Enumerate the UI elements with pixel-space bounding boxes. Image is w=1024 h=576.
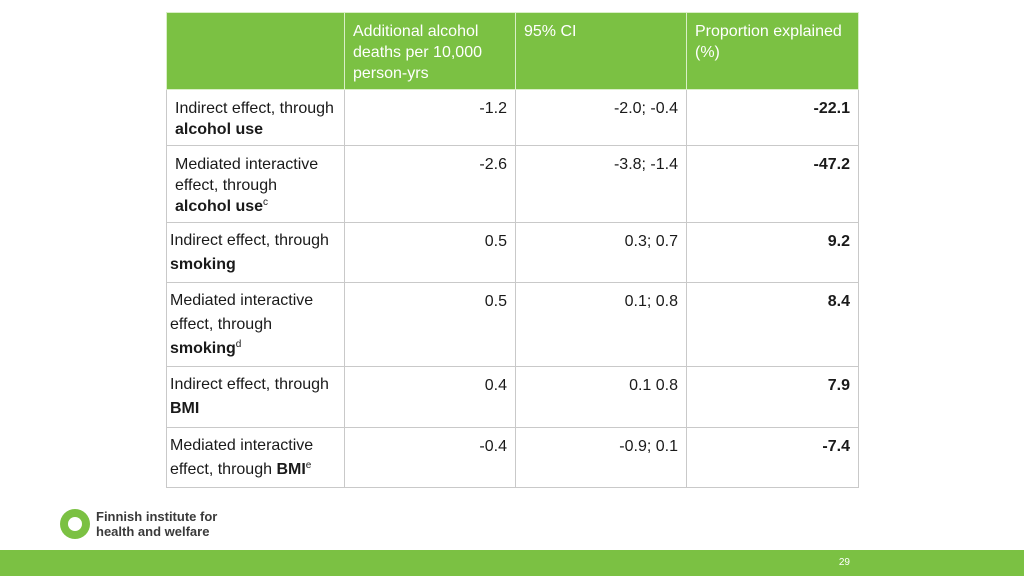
header-ci: 95% CI — [515, 12, 687, 90]
ci-cell: 0.1; 0.8 — [515, 282, 687, 367]
row-label: Indirect effect, through BMI — [166, 366, 345, 428]
estimate-cell: -1.2 — [344, 89, 516, 146]
table-row: Indirect effect, through smoking 0.5 0.3… — [166, 222, 859, 283]
row-label: Indirect effect, through smoking — [166, 222, 345, 283]
table-row: Mediated interactive effect, through alc… — [166, 145, 859, 223]
footer-bar: 29 — [0, 550, 1024, 576]
ci-cell: 0.1 0.8 — [515, 366, 687, 428]
logo-line-1: Finnish institute for — [96, 509, 218, 524]
estimate-cell: -2.6 — [344, 145, 516, 223]
row-label: Indirect effect, through alcohol use — [166, 89, 345, 146]
header-proportion: Proportion explained (%) — [686, 12, 859, 90]
proportion-cell: 8.4 — [686, 282, 859, 367]
proportion-cell: 7.9 — [686, 366, 859, 428]
proportion-cell: -7.4 — [686, 427, 859, 488]
ci-cell: 0.3; 0.7 — [515, 222, 687, 283]
table-row: Mediated interactive effect, through smo… — [166, 282, 859, 367]
estimate-cell: 0.5 — [344, 282, 516, 367]
table-row: Indirect effect, through alcohol use -1.… — [166, 89, 859, 146]
proportion-cell: 9.2 — [686, 222, 859, 283]
ci-cell: -2.0; -0.4 — [515, 89, 687, 146]
page-number: 29 — [838, 557, 850, 568]
flower-logo-icon — [60, 509, 90, 539]
table-row: Mediated interactive effect, through BMI… — [166, 427, 859, 488]
row-label: Mediated interactive effect, through BMI… — [166, 427, 345, 488]
ci-cell: -3.8; -1.4 — [515, 145, 687, 223]
logo-line-2: health and welfare — [96, 524, 210, 539]
table-row: Indirect effect, through BMI 0.4 0.1 0.8… — [166, 366, 859, 428]
logo-text: Finnish institute for health and welfare — [96, 509, 217, 539]
ci-cell: -0.9; 0.1 — [515, 427, 687, 488]
institute-logo: Finnish institute for health and welfare — [60, 509, 217, 539]
table-header-row: Additional alcohol deaths per 10,000 per… — [166, 12, 859, 90]
row-label: Mediated interactive effect, through smo… — [166, 282, 345, 367]
header-additional-deaths: Additional alcohol deaths per 10,000 per… — [344, 12, 516, 90]
row-label: Mediated interactive effect, through alc… — [166, 145, 345, 223]
estimate-cell: 0.4 — [344, 366, 516, 428]
header-effect — [166, 12, 345, 90]
proportion-cell: -47.2 — [686, 145, 859, 223]
estimate-cell: -0.4 — [344, 427, 516, 488]
results-table: Additional alcohol deaths per 10,000 per… — [166, 12, 859, 488]
proportion-cell: -22.1 — [686, 89, 859, 146]
estimate-cell: 0.5 — [344, 222, 516, 283]
